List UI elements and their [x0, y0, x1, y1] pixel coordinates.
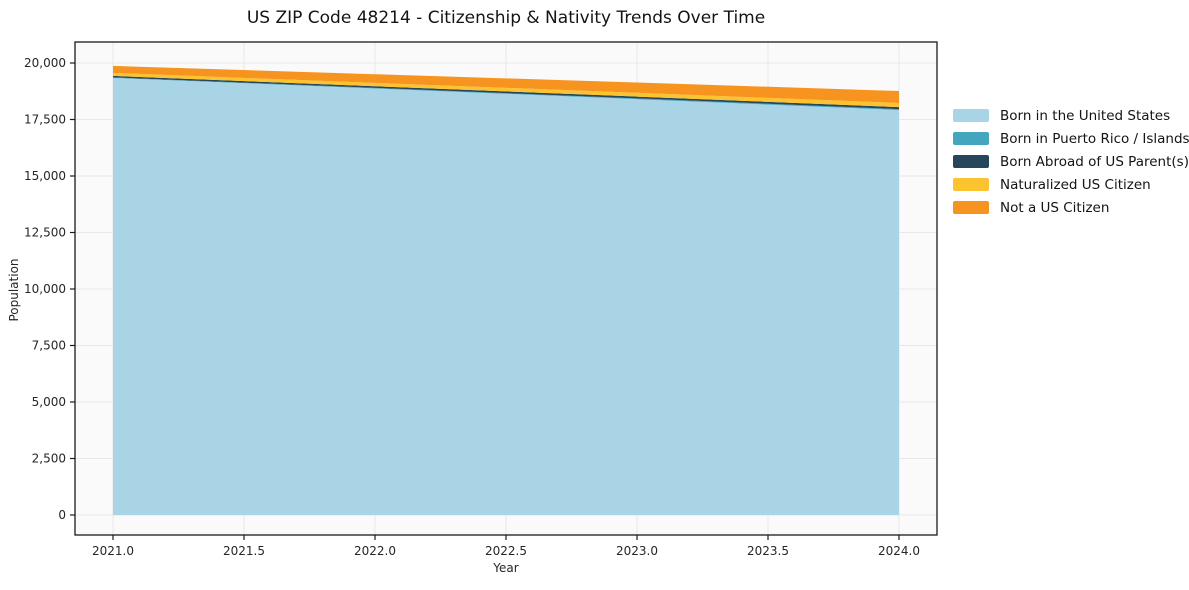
y-tick-label: 10,000: [24, 282, 66, 296]
legend-label: Born Abroad of US Parent(s): [1000, 153, 1189, 170]
legend-swatch-icon: [953, 201, 989, 214]
legend-label: Naturalized US Citizen: [1000, 176, 1151, 193]
legend-label: Not a US Citizen: [1000, 199, 1110, 216]
legend-swatch-icon: [953, 178, 989, 191]
legend-swatch-icon: [953, 155, 989, 168]
legend-item: Born in the United States: [953, 104, 1189, 127]
x-tick-label: 2023.0: [616, 544, 658, 558]
area-series: [113, 77, 899, 516]
legend-item: Born in Puerto Rico / Islands: [953, 127, 1189, 150]
area-series: [113, 65, 899, 103]
chart-title: US ZIP Code 48214 - Citizenship & Nativi…: [246, 8, 766, 28]
x-axis-label: Year: [493, 561, 519, 575]
x-tick-label: 2021.0: [92, 544, 134, 558]
x-tick-label: 2021.5: [223, 544, 265, 558]
area-series: [113, 77, 899, 110]
y-tick-label: 15,000: [24, 169, 66, 183]
x-tick-label: 2022.0: [354, 544, 396, 558]
y-axis-label: Population: [7, 258, 21, 322]
y-tick-label: 20,000: [24, 56, 66, 70]
legend-label: Born in Puerto Rico / Islands: [1000, 130, 1189, 147]
legend-item: Born Abroad of US Parent(s): [953, 150, 1189, 173]
y-tick-label: 17,500: [24, 113, 66, 127]
y-tick-label: 7,500: [32, 339, 66, 353]
y-tick-label: 0: [58, 508, 66, 522]
y-tick-label: 12,500: [24, 226, 66, 240]
x-tick-label: 2023.5: [747, 544, 789, 558]
y-tick-label: 5,000: [32, 395, 66, 409]
legend-label: Born in the United States: [1000, 107, 1171, 124]
x-tick-label: 2022.5: [485, 544, 527, 558]
area-series: [113, 75, 899, 110]
legend-item: Naturalized US Citizen: [953, 173, 1189, 196]
legend-item: Not a US Citizen: [953, 196, 1189, 219]
area-series: [113, 72, 899, 108]
x-tick-label: 2024.0: [878, 544, 920, 558]
legend-swatch-icon: [953, 109, 989, 122]
legend: Born in the United States Born in Puerto …: [953, 104, 1189, 219]
legend-swatch-icon: [953, 132, 989, 145]
y-tick-label: 2,500: [32, 452, 66, 466]
